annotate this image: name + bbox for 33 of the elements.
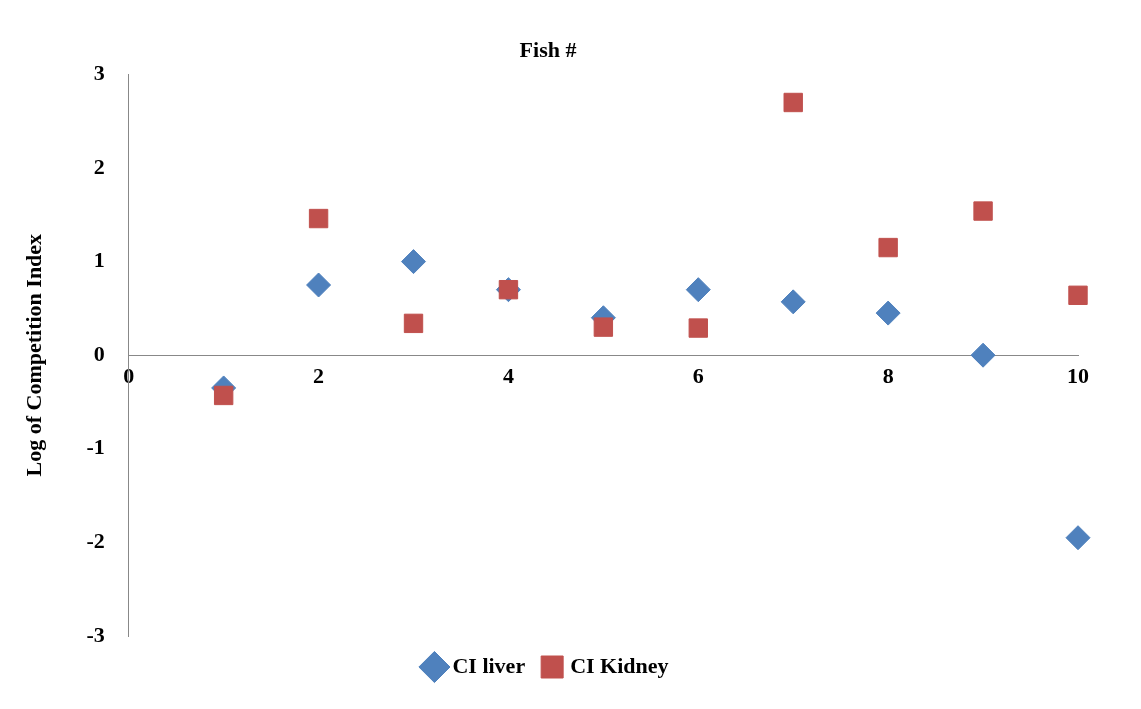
point <box>783 92 803 113</box>
x-axis-title: Fish # <box>519 36 577 62</box>
point <box>308 208 329 229</box>
x-tick-label: 0 <box>123 363 135 389</box>
y-tick-label: 2 <box>93 153 105 179</box>
y-tick-label: -1 <box>86 434 105 460</box>
point <box>213 385 234 406</box>
point <box>401 249 427 275</box>
y-tick-label: -2 <box>86 528 105 554</box>
x-tick-label: 4 <box>502 363 514 389</box>
y-tick-label: -3 <box>86 621 105 647</box>
legend-label: CI liver <box>452 652 526 678</box>
x-tick-label: 8 <box>882 363 894 389</box>
y-axis-title: Log of Competition Index <box>20 233 46 477</box>
y-tick-label: 3 <box>93 60 105 86</box>
point <box>685 277 711 303</box>
point <box>403 313 424 334</box>
x-tick-label: 6 <box>692 363 704 389</box>
point <box>1065 525 1091 551</box>
x-tick-label: 10 <box>1067 363 1089 389</box>
point <box>688 318 708 338</box>
point <box>593 317 614 337</box>
point <box>970 342 996 368</box>
y-tick-label: 0 <box>93 340 105 366</box>
legend-label: CI Kidney <box>570 652 669 678</box>
y-tick-label: 1 <box>93 247 105 273</box>
point <box>878 237 898 258</box>
point <box>973 201 993 221</box>
point <box>1068 285 1088 305</box>
point <box>306 272 332 298</box>
point <box>780 289 806 315</box>
x-tick-label: 2 <box>313 363 325 389</box>
point <box>875 300 901 326</box>
